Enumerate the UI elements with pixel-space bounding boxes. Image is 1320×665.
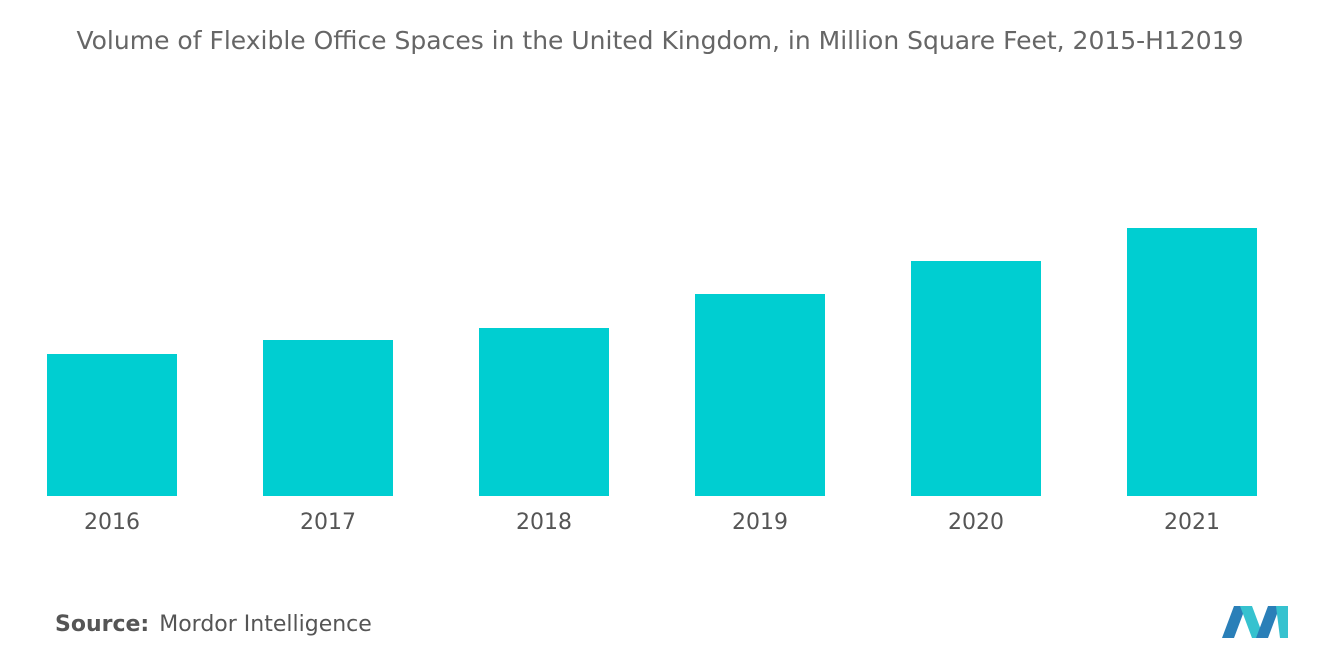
x-tick-label: 2018 [516, 510, 572, 535]
x-tick-label: 2021 [1164, 510, 1220, 535]
source-text: Mordor Intelligence [159, 612, 372, 637]
bar [695, 294, 825, 496]
source-label: Source: [55, 612, 150, 637]
x-tick-label: 2017 [300, 510, 356, 535]
logo [1222, 606, 1288, 638]
bar [911, 261, 1041, 496]
x-tick-label: 2016 [84, 510, 140, 535]
x-tick-label: 2020 [948, 510, 1004, 535]
x-tick-label: 2019 [732, 510, 788, 535]
bar [47, 354, 177, 496]
bar [263, 340, 393, 496]
bar [479, 328, 609, 496]
source: Source: Mordor Intelligence [55, 612, 372, 637]
chart-title: Volume of Flexible Office Spaces in the … [76, 26, 1244, 55]
bar [1127, 228, 1257, 496]
